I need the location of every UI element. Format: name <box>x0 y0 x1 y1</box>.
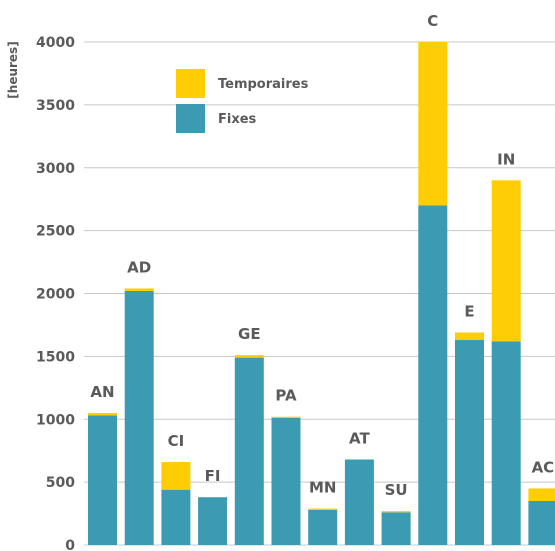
bar-fixes-fi <box>198 497 227 545</box>
bar-fixes-ge <box>235 358 264 545</box>
bar-temporaires-c <box>418 42 447 205</box>
bar-fixes-mn <box>308 510 337 545</box>
bar-fixes-pa <box>272 418 301 545</box>
bar-fixes-ci <box>161 490 190 545</box>
bar-temporaires-ge <box>235 355 264 358</box>
category-label-at: AT <box>349 429 370 447</box>
legend: Temporaires Fixes <box>176 69 309 133</box>
legend-swatch-fixes <box>176 104 205 133</box>
category-label-ad: AD <box>127 258 151 276</box>
bar-fixes-ac <box>528 501 555 545</box>
category-label-ac: AC <box>532 458 555 476</box>
category-label-c: C <box>427 12 438 30</box>
bar-fixes-an <box>88 415 117 545</box>
bar-fixes-e <box>455 340 484 545</box>
bar-fixes-at <box>345 459 374 545</box>
category-label-an: AN <box>90 383 114 401</box>
y-tick-label: 3000 <box>36 161 75 177</box>
bar-temporaires-ac <box>528 488 555 501</box>
bar-fixes-c <box>418 205 447 545</box>
y-tick-label: 1500 <box>36 349 75 365</box>
y-tick-label: 0 <box>65 538 75 551</box>
gridlines <box>84 42 555 545</box>
legend-swatch-temporaires <box>176 69 205 98</box>
bar-temporaires-in <box>492 180 521 341</box>
y-axis-title: [heures] <box>6 41 20 98</box>
category-labels: AN AD CI FI GE PA MN AT SU C E IN AC <box>90 12 554 499</box>
category-label-mn: MN <box>309 479 336 497</box>
legend-label-temporaires: Temporaires <box>218 77 309 92</box>
y-tick-label: 2000 <box>36 287 75 303</box>
bar-temporaires-ad <box>125 288 154 291</box>
y-tick-label: 4000 <box>36 35 75 51</box>
bar-fixes-in <box>492 341 521 545</box>
category-label-fi: FI <box>205 467 221 485</box>
bar-temporaires-e <box>455 332 484 340</box>
bar-temporaires-su <box>382 511 411 512</box>
category-label-pa: PA <box>275 387 297 405</box>
legend-label-fixes: Fixes <box>218 112 257 127</box>
category-label-ci: CI <box>168 432 185 450</box>
category-label-ge: GE <box>238 325 261 343</box>
bar-temporaires-pa <box>272 417 301 418</box>
category-label-su: SU <box>385 481 408 499</box>
y-tick-label: 500 <box>46 475 75 491</box>
category-label-in: IN <box>497 150 515 168</box>
bar-temporaires-mn <box>308 509 337 510</box>
bar-fixes-ad <box>125 291 154 545</box>
bar-fixes-su <box>382 512 411 545</box>
y-tick-label: 3500 <box>36 98 75 114</box>
bar-temporaires-an <box>88 413 117 416</box>
bar-temporaires-ci <box>161 462 190 490</box>
y-tick-label: 1000 <box>36 412 75 428</box>
y-axis-ticks: 0 500 1000 1500 2000 2500 3000 3500 4000 <box>36 35 75 551</box>
y-tick-label: 2500 <box>36 224 75 240</box>
category-label-e: E <box>464 302 474 320</box>
